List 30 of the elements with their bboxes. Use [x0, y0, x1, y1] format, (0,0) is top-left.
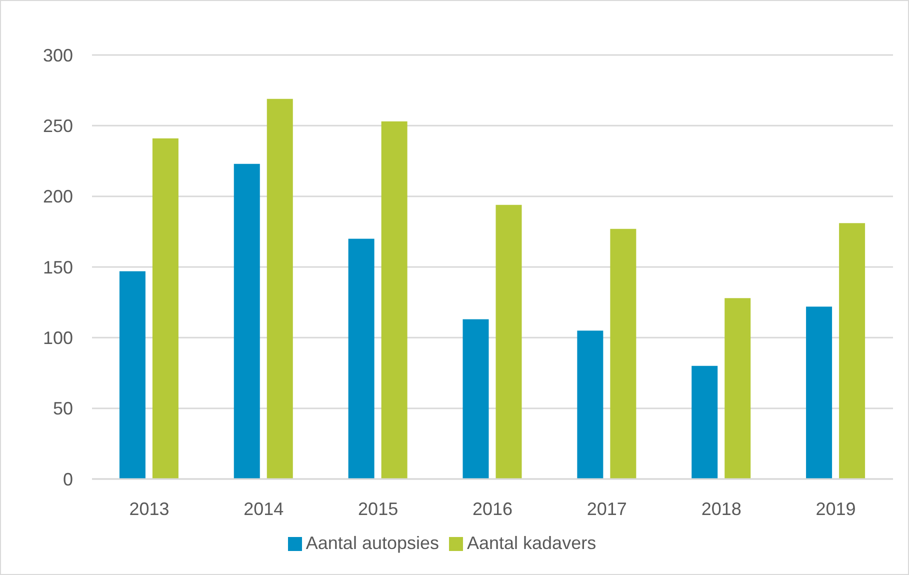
- bar: [119, 271, 146, 479]
- x-tick-label: 2018: [701, 498, 742, 519]
- x-tick-label: 2013: [129, 498, 170, 519]
- bar: [724, 298, 751, 479]
- legend-label: Aantal autopsies: [306, 533, 439, 553]
- bar: [806, 306, 832, 479]
- bar: [381, 121, 408, 479]
- y-tick-label: 150: [42, 257, 73, 278]
- bar: [152, 138, 178, 479]
- bar: [839, 223, 866, 479]
- y-tick-label: 250: [42, 116, 73, 136]
- bar: [577, 330, 604, 479]
- x-tick-label: 2016: [472, 498, 513, 519]
- bar: [496, 204, 522, 479]
- y-tick-label: 0: [62, 469, 73, 490]
- bar: [234, 164, 260, 479]
- legend-label: Aantal kadavers: [467, 533, 596, 553]
- x-tick-label: 2019: [816, 498, 856, 519]
- x-tick-label: 2017: [586, 498, 627, 519]
- x-tick-label: 2015: [358, 498, 398, 519]
- y-tick-label: 50: [52, 398, 73, 419]
- bar: [348, 238, 374, 479]
- bar: [462, 319, 489, 479]
- y-tick-label: 100: [42, 328, 73, 348]
- bar: [692, 366, 718, 479]
- bar: [266, 98, 293, 479]
- y-tick-label: 300: [42, 45, 73, 66]
- y-tick-label: 200: [42, 186, 73, 207]
- x-tick-label: 2014: [244, 498, 284, 519]
- bar: [610, 228, 636, 479]
